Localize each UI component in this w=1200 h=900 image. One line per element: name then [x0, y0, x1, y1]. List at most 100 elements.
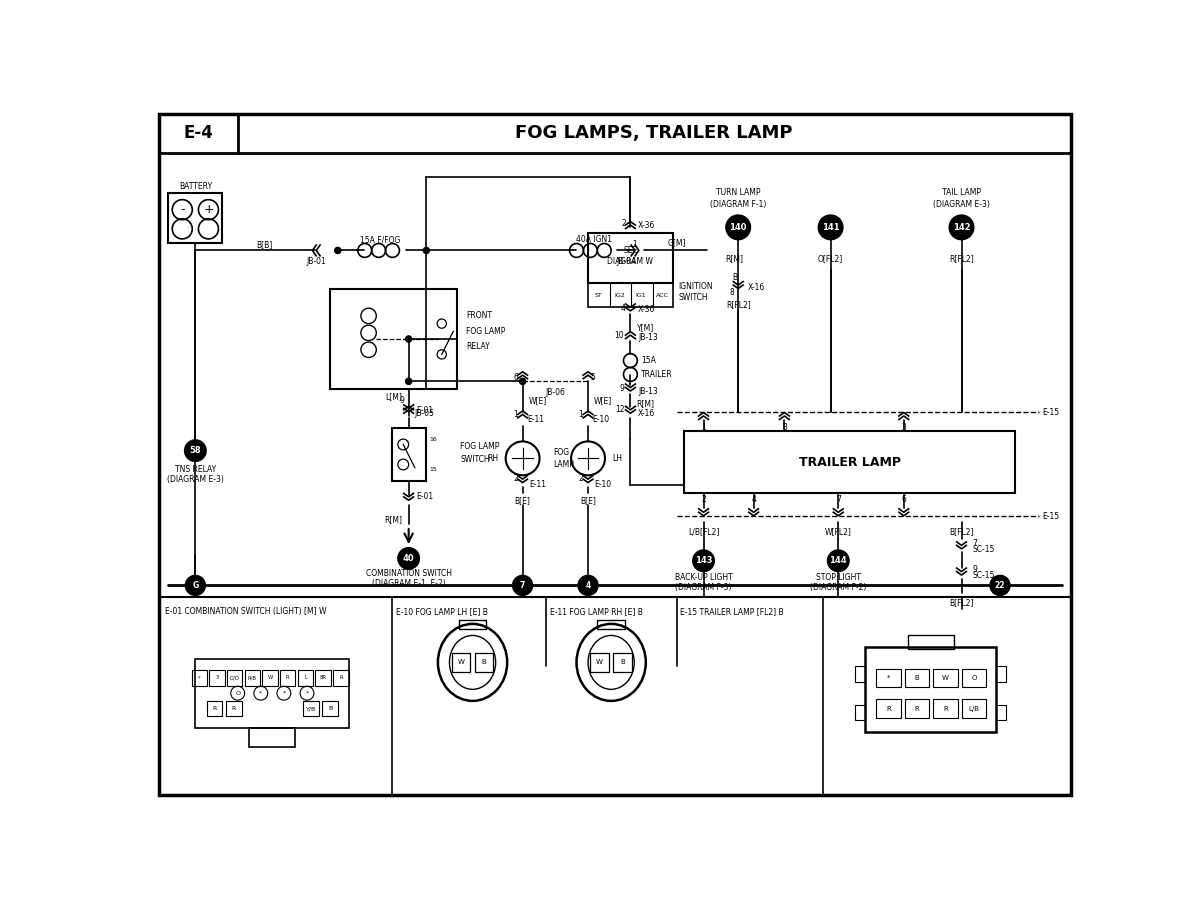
Text: 2: 2: [701, 495, 706, 504]
Text: (DIAGRAM F-3): (DIAGRAM F-3): [676, 583, 732, 592]
Bar: [876, 699, 901, 718]
Text: G: G: [192, 580, 198, 590]
Text: 1: 1: [578, 410, 583, 419]
Text: JB-05: JB-05: [415, 410, 434, 418]
Text: B[E]: B[E]: [515, 496, 530, 505]
Text: *: *: [282, 690, 286, 696]
Text: L: L: [304, 675, 307, 680]
Text: 1: 1: [632, 239, 637, 248]
Text: 1: 1: [701, 423, 706, 432]
Text: R: R: [914, 706, 919, 712]
Text: FOG LAMP: FOG LAMP: [461, 442, 499, 451]
Text: 58: 58: [190, 446, 202, 455]
Text: W[E]: W[E]: [529, 396, 547, 405]
Text: E-15 TRAILER LAMP [FL2] B: E-15 TRAILER LAMP [FL2] B: [680, 607, 784, 616]
Bar: [684, 431, 1015, 493]
Text: 3: 3: [901, 423, 906, 432]
Text: SEE: SEE: [623, 246, 637, 255]
Text: SWITCH: SWITCH: [461, 455, 490, 464]
Bar: [245, 670, 260, 686]
Circle shape: [406, 378, 412, 384]
Text: E-10: E-10: [594, 480, 611, 489]
Text: R[M]: R[M]: [636, 400, 654, 409]
Text: R: R: [886, 706, 890, 712]
Text: 2: 2: [622, 219, 625, 228]
Text: JB-13: JB-13: [638, 333, 658, 342]
Text: 16: 16: [430, 436, 437, 442]
Text: O: O: [971, 675, 977, 680]
Text: (DIAGRAM E-3): (DIAGRAM E-3): [167, 475, 223, 484]
Text: R[FL2]: R[FL2]: [949, 254, 974, 263]
Circle shape: [949, 215, 974, 239]
Text: B[FL2]: B[FL2]: [949, 598, 973, 607]
Text: 7: 7: [836, 495, 841, 504]
Text: 4: 4: [586, 580, 590, 590]
Text: (DIAGRAM E-1, E-2): (DIAGRAM E-1, E-2): [372, 580, 445, 589]
Bar: [905, 669, 929, 687]
Text: R: R: [286, 675, 289, 680]
Text: B[B]: B[B]: [257, 239, 272, 248]
Text: X-16: X-16: [638, 410, 655, 418]
Circle shape: [398, 548, 420, 569]
Text: 12: 12: [614, 405, 624, 414]
Bar: [316, 670, 331, 686]
Text: X-36: X-36: [638, 305, 655, 314]
Bar: [168, 193, 222, 243]
Text: TNS RELAY: TNS RELAY: [175, 465, 216, 474]
Text: FRONT: FRONT: [467, 311, 492, 320]
Text: E-15: E-15: [1043, 511, 1060, 520]
Circle shape: [406, 336, 412, 342]
Text: *: *: [306, 690, 308, 696]
Bar: [934, 699, 958, 718]
Circle shape: [578, 575, 598, 596]
Text: B: B: [328, 706, 332, 711]
Circle shape: [424, 248, 430, 254]
Text: SWITCH: SWITCH: [678, 292, 708, 302]
Text: IG2: IG2: [614, 292, 625, 298]
Text: FOG LAMP: FOG LAMP: [467, 327, 505, 336]
Text: X-16: X-16: [748, 283, 764, 292]
Text: 7: 7: [520, 580, 526, 590]
Circle shape: [818, 215, 842, 239]
Text: JB-06: JB-06: [545, 388, 565, 397]
Text: 9: 9: [400, 396, 404, 405]
Text: W: W: [942, 675, 949, 680]
Text: ACC: ACC: [656, 292, 670, 298]
Text: R[M]: R[M]: [725, 254, 743, 263]
Text: 9: 9: [619, 383, 624, 392]
Bar: [451, 653, 470, 671]
Text: W: W: [268, 675, 272, 680]
Text: B: B: [732, 273, 737, 282]
Text: L[M]: L[M]: [385, 392, 402, 401]
Bar: [856, 666, 865, 681]
Bar: [590, 653, 608, 671]
Text: 2: 2: [578, 474, 583, 483]
Text: E-10 FOG LAMP LH [E] B: E-10 FOG LAMP LH [E] B: [396, 607, 487, 616]
Circle shape: [512, 575, 533, 596]
Text: B[E]: B[E]: [580, 496, 596, 505]
Text: COMBINATION SWITCH: COMBINATION SWITCH: [366, 570, 451, 579]
Bar: [876, 669, 901, 687]
Text: R/B: R/B: [248, 675, 257, 680]
Text: ST: ST: [594, 292, 602, 298]
Text: JB-04: JB-04: [617, 256, 636, 266]
Text: W[E]: W[E]: [594, 396, 612, 405]
Text: 40: 40: [403, 554, 414, 563]
Text: TRAILER: TRAILER: [641, 370, 673, 379]
Bar: [250, 728, 295, 747]
Circle shape: [520, 378, 526, 384]
Bar: [996, 666, 1006, 681]
Text: 4: 4: [751, 495, 756, 504]
Text: L/B: L/B: [968, 706, 979, 712]
Text: W: W: [596, 660, 604, 665]
Circle shape: [828, 550, 850, 572]
Text: TURN LAMP: TURN LAMP: [716, 188, 761, 197]
Bar: [323, 701, 338, 716]
Text: Y/B: Y/B: [306, 706, 316, 711]
Bar: [280, 670, 295, 686]
Text: E-11: E-11: [529, 480, 546, 489]
Text: BATTERY: BATTERY: [179, 182, 212, 191]
Bar: [226, 701, 241, 716]
Text: 22: 22: [995, 580, 1006, 590]
Text: 8: 8: [782, 423, 787, 432]
